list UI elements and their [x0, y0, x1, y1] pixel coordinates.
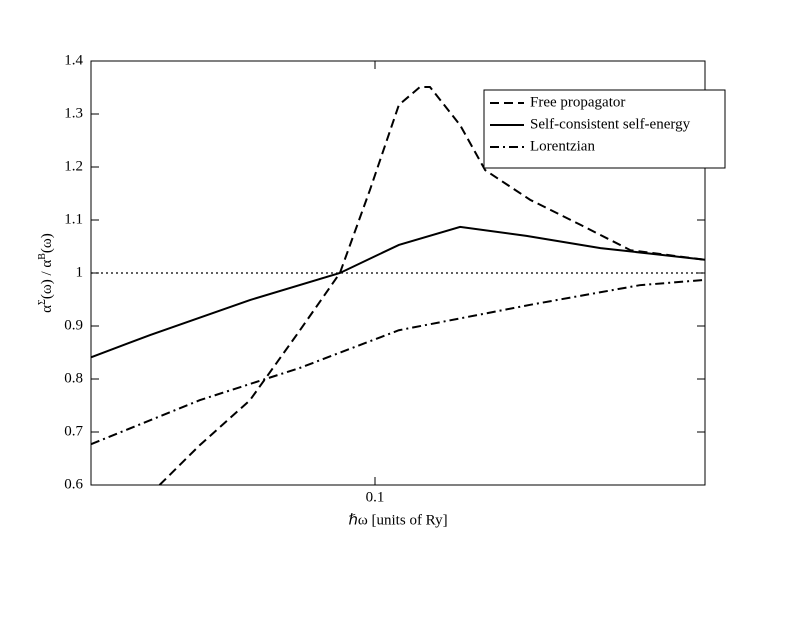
- y-label-part: B: [37, 253, 48, 260]
- x-axis-label: ℏω [units of Ry]: [348, 512, 447, 528]
- data-line: [91, 278, 705, 446]
- y-tick-label: 1.1: [64, 211, 83, 227]
- y-tick-label: 1: [76, 264, 84, 280]
- y-tick-label: 1.4: [64, 52, 83, 68]
- y-label-part: (ω) / α: [39, 260, 55, 300]
- y-tick-label: 0.9: [64, 317, 83, 333]
- legend-box: [483, 89, 726, 169]
- x-tick-label: 0.1: [366, 489, 385, 505]
- data-line: [158, 85, 705, 485]
- data-line: [91, 225, 705, 359]
- y-tick-label: 0.7: [64, 423, 83, 439]
- legend-label: Lorentzian: [530, 138, 595, 154]
- y-tick-label: 1.3: [64, 105, 83, 121]
- y-tick-label: 0.6: [64, 476, 83, 492]
- legend-label: Free propagator: [530, 94, 625, 110]
- legend-label: Self-consistent self-energy: [530, 116, 691, 132]
- y-tick-label: 1.2: [64, 158, 83, 174]
- y-tick-label: 0.8: [64, 370, 83, 386]
- y-label-part: Σ: [37, 299, 48, 305]
- y-label-part: (ω): [39, 233, 55, 253]
- y-axis-label: αΣ(ω) / αB(ω): [37, 233, 56, 313]
- y-label-part: α: [39, 305, 55, 313]
